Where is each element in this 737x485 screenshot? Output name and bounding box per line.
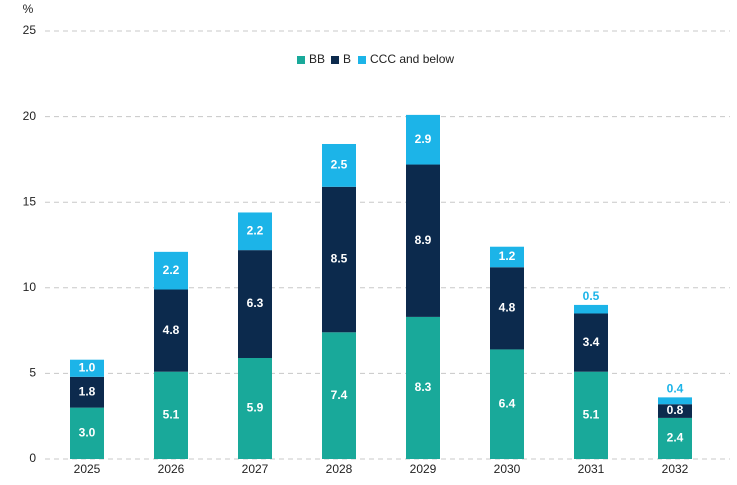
value-label: 0.4	[667, 382, 684, 396]
bar-segment	[406, 316, 440, 459]
value-label: 2.9	[415, 132, 432, 146]
bar-segment	[238, 250, 272, 358]
value-label: 4.8	[499, 301, 516, 315]
x-tick-label: 2032	[662, 462, 689, 476]
bar-segment	[658, 397, 692, 405]
value-label: 6.3	[247, 296, 264, 310]
x-tick-label: 2028	[326, 462, 353, 476]
value-label: 2.4	[667, 431, 684, 445]
bar-segment	[574, 371, 608, 459]
bar-segment	[154, 371, 188, 459]
bar-segment	[70, 407, 104, 459]
bar-segment	[70, 359, 104, 377]
value-label: 0.5	[583, 289, 600, 303]
x-tick-label: 2031	[578, 462, 605, 476]
value-label: 5.1	[583, 408, 600, 422]
y-axis-label: %	[23, 2, 34, 16]
bar-segment	[490, 246, 524, 268]
value-label: 1.2	[499, 249, 516, 263]
value-label: 5.9	[247, 401, 264, 415]
x-tick-label: 2027	[242, 462, 269, 476]
value-label: 8.9	[415, 233, 432, 247]
value-label: 1.8	[79, 384, 96, 398]
x-tick-label: 2030	[494, 462, 521, 476]
value-label: 0.8	[667, 403, 684, 417]
bar-segment	[406, 164, 440, 317]
bar-segment	[490, 267, 524, 350]
bar-segment	[238, 212, 272, 251]
value-label: 1.0	[79, 360, 96, 374]
value-label: 2.2	[163, 263, 180, 277]
value-label: 4.8	[163, 323, 180, 337]
value-label: 8.3	[415, 380, 432, 394]
value-label: 2.5	[331, 158, 348, 172]
bar-segment	[322, 143, 356, 187]
y-tick-label: 10	[23, 280, 37, 294]
legend-label: B	[343, 52, 351, 66]
value-label: 5.1	[163, 408, 180, 422]
y-tick-label: 0	[29, 451, 36, 465]
bar-segment	[322, 332, 356, 459]
bar-segment	[406, 114, 440, 165]
y-tick-label: 15	[23, 194, 37, 208]
bar-segment	[238, 357, 272, 459]
x-tick-label: 2026	[158, 462, 185, 476]
legend-label: CCC and below	[370, 52, 454, 66]
legend-swatch	[297, 56, 305, 64]
bar-segment	[658, 404, 692, 418]
value-label: 3.4	[583, 335, 600, 349]
value-label: 6.4	[499, 396, 516, 410]
bar-segment	[154, 289, 188, 372]
bar-segment	[658, 417, 692, 459]
x-tick-label: 2025	[74, 462, 101, 476]
y-tick-label: 25	[23, 23, 37, 37]
legend-swatch	[358, 56, 366, 64]
value-label: 7.4	[331, 388, 348, 402]
bar-segment	[574, 304, 608, 314]
x-tick-label: 2029	[410, 462, 437, 476]
value-label: 8.5	[331, 252, 348, 266]
bar-segment	[154, 251, 188, 290]
legend-swatch	[331, 56, 339, 64]
bar-segment	[490, 349, 524, 459]
y-tick-label: 5	[29, 366, 36, 380]
y-tick-label: 20	[23, 109, 37, 123]
bar-segment	[322, 186, 356, 333]
value-label: 2.2	[247, 223, 264, 237]
value-label: 3.0	[79, 425, 96, 439]
bar-segment	[574, 313, 608, 372]
bar-segment	[70, 376, 104, 408]
legend-label: BB	[309, 52, 325, 66]
